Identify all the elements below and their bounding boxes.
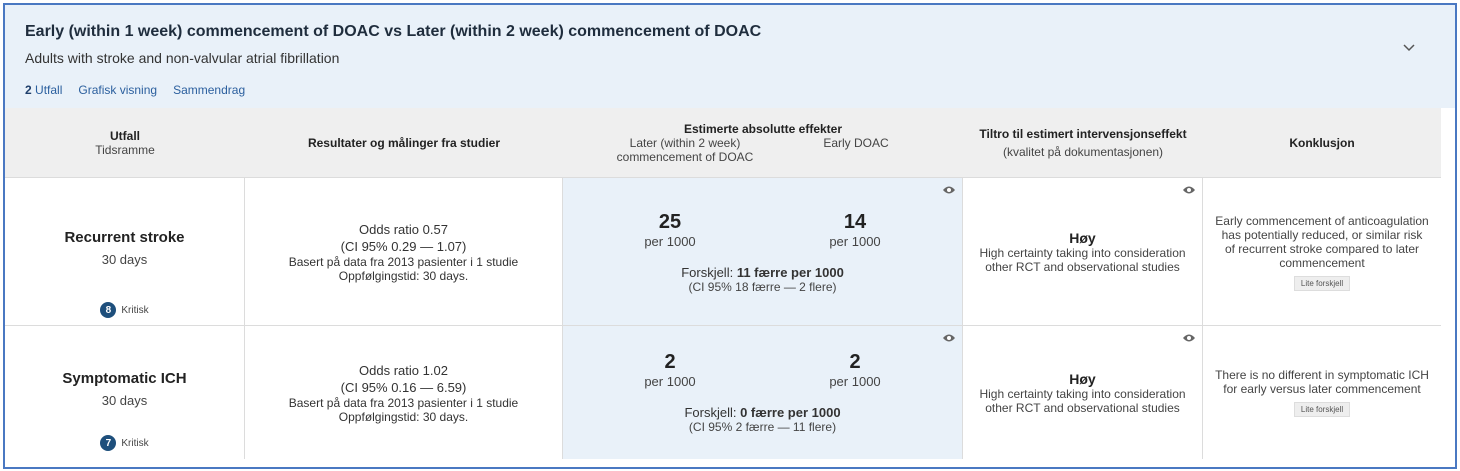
column-title: Konklusjon (1289, 135, 1355, 150)
difference-ci: (CI 95% 2 færre — 11 flere) (688, 420, 837, 434)
table-row: Symptomatic ICH 30 days 7 Kritisk Odds ratio… (5, 325, 1441, 459)
result-line: (CI 95% 0.29 — 1.07) (340, 239, 467, 254)
certainty: Høy (1069, 370, 1096, 387)
panel-header: Early (within 1 week) commencement of DO… (5, 5, 1455, 108)
intervention-effect: 2 per 1000 (790, 351, 920, 389)
effects-cell: 25 per 1000 14 per 1000 Forskjell: 11 færre … (563, 178, 963, 326)
view-details[interactable] (942, 184, 956, 198)
intervention-label: Early DOAC (823, 135, 889, 150)
certainty-cell: Høy High certainty taking into considerat… (963, 178, 1203, 326)
intervention-unit: per 1000 (829, 233, 881, 249)
result-line: Basert på data fra 2013 pasienter i 1 st… (288, 395, 519, 410)
collapse-toggle[interactable] (1402, 41, 1416, 55)
certainty-note: High certainty taking into consideration… (979, 386, 1186, 415)
outcome-cell: Recurrent stroke 30 days 8 Kritisk (5, 178, 245, 326)
tab[interactable]: 2 Utfall (25, 83, 62, 97)
column-title: Tiltro til estimert intervensjonseffekt (979, 126, 1187, 141)
importance: 7 Kritisk (5, 435, 244, 451)
view-details[interactable] (1182, 184, 1196, 198)
importance-label: Kritisk (121, 437, 149, 449)
column-title: Utfall (110, 128, 140, 143)
comparator-value: 25 (658, 210, 682, 233)
comparator-unit: per 1000 (644, 374, 696, 389)
intervention-value: 2 (849, 351, 861, 373)
header-cell: Tiltro til estimert intervensjonseffekt (… (963, 108, 1203, 177)
intervention-effect: 14 per 1000 (790, 211, 920, 249)
table-row: Recurrent stroke 30 days 8 Kritisk Odds rati… (5, 177, 1441, 326)
outcome-cell: Symptomatic ICH 30 days 7 Kritisk (5, 326, 245, 459)
tab-label: Utfall (35, 83, 63, 97)
tab[interactable]: Sammendrag (173, 83, 246, 97)
header-cell: Estimerte absolutte effekter Later (with… (563, 108, 963, 177)
title: Early (within 1 week) commencement of DO… (25, 23, 762, 40)
table-header: Utfall Tidsramme Resultater og målinger f… (5, 108, 1441, 177)
tab-count: 2 (25, 83, 32, 97)
comparator-label: Later (within 2 week) commencement of DO… (616, 135, 754, 164)
effects: 25 per 1000 14 per 1000 (575, 211, 950, 249)
column-subtitle: (kvalitet på dokumentasjonen) (1002, 144, 1164, 159)
difference-ci: (CI 95% 18 færre — 2 flere) (688, 279, 837, 294)
certainty-cell: Høy High certainty taking into considerat… (963, 326, 1203, 459)
importance: 8 Kritisk (5, 302, 244, 318)
result-line: Basert på data fra 2013 pasienter i 1 st… (288, 255, 519, 269)
header-cell: Utfall Tidsramme (5, 108, 245, 177)
outcome-title: Symptomatic ICH (62, 369, 187, 387)
view-details[interactable] (1182, 332, 1196, 346)
subtitle: Adults with stroke and non-valvular atri… (25, 50, 340, 66)
effects-cell: 2 per 1000 2 per 1000 Forskjell: 0 færre per… (563, 326, 963, 459)
timeframe: 30 days (101, 392, 148, 408)
certainty-note: High certainty taking into consideration… (979, 246, 1186, 274)
result-line: Odds ratio 1.02 (359, 362, 448, 378)
column-subtitle: Tidsramme (95, 142, 155, 157)
tabs: 2 Utfall Grafisk visning Sammendrag (25, 83, 245, 97)
importance-label: Kritisk (121, 304, 149, 316)
tab[interactable]: Grafisk visning (78, 83, 158, 97)
timeframe: 30 days (101, 252, 148, 267)
difference-value: 11 færre per 1000 (736, 264, 844, 280)
result-line: (CI 95% 0.16 — 6.59) (340, 379, 467, 395)
importance-score: 8 (100, 302, 117, 318)
effects: 2 per 1000 2 per 1000 (575, 351, 950, 389)
column-title: Estimerte absolutte effekter (683, 121, 843, 136)
panel: Early (within 1 week) commencement of DO… (3, 3, 1457, 469)
difference: Forskjell: 0 færre per 1000 (684, 405, 840, 420)
comparator-effect: 2 per 1000 (605, 351, 735, 389)
header-cell: Konklusjon (1203, 108, 1441, 177)
certainty: Høy (1069, 230, 1096, 246)
intervention-value: 14 (843, 210, 867, 233)
difference-label: Forskjell: (684, 405, 737, 420)
conclusion-cell: Early commencement of anticoagulation ha… (1203, 178, 1441, 326)
result-line: Oppfølgingstid: 30 days. (338, 269, 469, 283)
view-details[interactable] (942, 332, 956, 346)
conclusion-cell: There is no different in symptomatic ICH… (1203, 326, 1441, 459)
intervention-unit: per 1000 (829, 374, 881, 389)
comparator-unit: per 1000 (644, 233, 696, 249)
header-cell: Resultater og målinger fra studier (245, 108, 563, 177)
difference-label: Forskjell: (681, 264, 734, 280)
comparator-effect: 25 per 1000 (605, 211, 735, 249)
result-cell: Odds ratio 1.02 (CI 95% 0.16 — 6.59) Baser… (245, 326, 563, 459)
result-cell: Odds ratio 0.57 (CI 95% 0.29 — 1.07) Baser… (245, 178, 563, 326)
conclusion-tag: Lite forskjell (1293, 402, 1351, 417)
outcome-title: Recurrent stroke (64, 229, 185, 246)
result-line: Odds ratio 0.57 (359, 222, 448, 237)
importance-score: 7 (100, 435, 117, 451)
column-title: Resultater og målinger fra studier (307, 135, 501, 150)
conclusion: Early commencement of anticoagulation ha… (1215, 213, 1429, 270)
conclusion: There is no different in symptomatic ICH… (1215, 368, 1429, 396)
difference-value: 0 færre per 1000 (740, 405, 841, 420)
difference: Forskjell: 11 færre per 1000 (681, 265, 844, 280)
comparator-value: 2 (664, 351, 676, 373)
conclusion-tag: Lite forskjell (1293, 275, 1351, 291)
result-line: Oppfølgingstid: 30 days. (338, 409, 469, 424)
